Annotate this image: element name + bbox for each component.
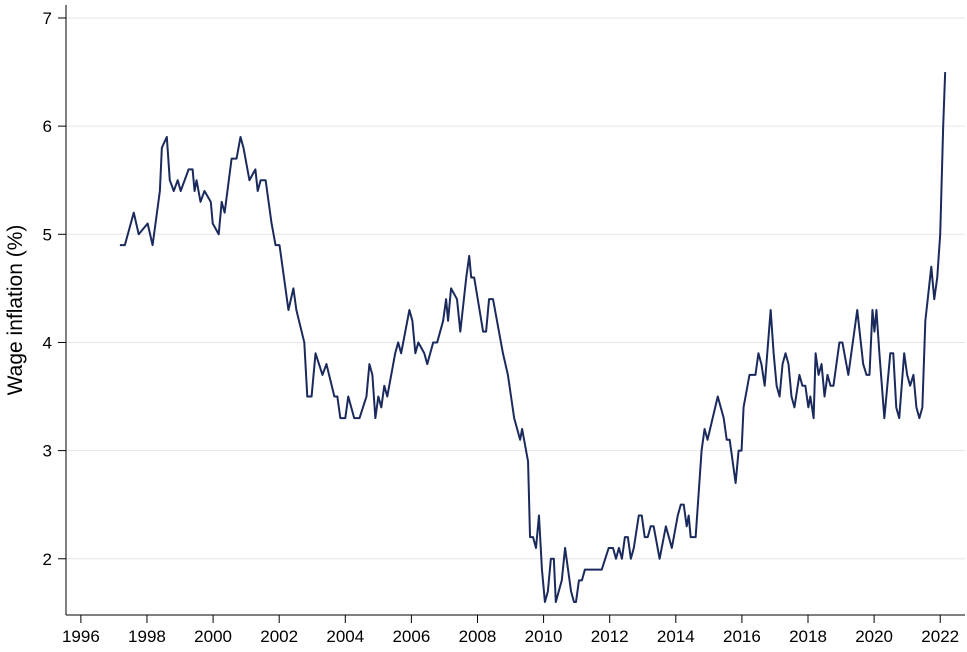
y-tick-label: 3 xyxy=(43,442,52,461)
y-tick-label: 6 xyxy=(43,117,52,136)
x-tick-label: 1998 xyxy=(128,627,166,646)
x-tick-label: 2022 xyxy=(921,627,959,646)
x-tick-label: 1996 xyxy=(62,627,100,646)
x-tick-label: 2004 xyxy=(326,627,364,646)
x-tick-label: 2000 xyxy=(194,627,232,646)
x-tick-label: 2016 xyxy=(723,627,761,646)
x-tick-label: 2010 xyxy=(525,627,563,646)
x-tick-label: 2008 xyxy=(459,627,497,646)
x-tick-label: 2006 xyxy=(392,627,430,646)
x-tick-label: 2014 xyxy=(657,627,695,646)
x-tick-label: 2002 xyxy=(260,627,298,646)
x-tick-label: 2020 xyxy=(855,627,893,646)
y-tick-label: 7 xyxy=(43,9,52,28)
data-line xyxy=(119,72,947,604)
y-tick-label: 2 xyxy=(43,550,52,569)
y-axis-label: Wage inflation (%) xyxy=(4,225,27,396)
x-tick-label: 2018 xyxy=(789,627,827,646)
y-tick-label: 4 xyxy=(43,333,52,352)
y-tick-label: 5 xyxy=(43,225,52,244)
x-tick-label: 2012 xyxy=(591,627,629,646)
